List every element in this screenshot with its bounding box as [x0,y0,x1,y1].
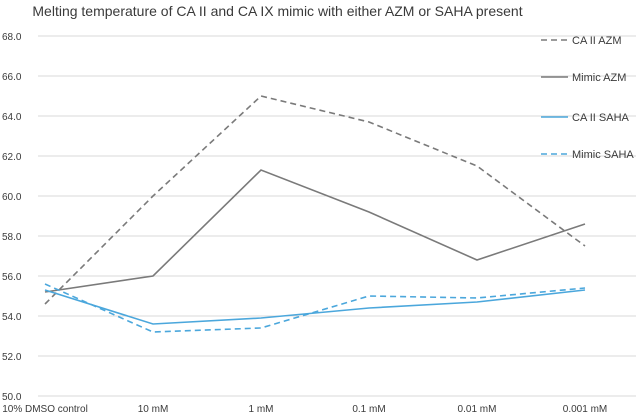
x-tick-label: 1 mM [249,404,274,414]
y-tick-label: 54.0 [2,312,22,323]
y-tick-label: 64.0 [2,112,22,123]
x-tick-label: 0.1 mM [352,404,385,414]
x-tick-label: 0.01 mM [458,404,497,414]
x-tick-label: 10% DMSO control [2,404,88,414]
y-tick-label: 58.0 [2,232,22,243]
series-line-4 [44,283,586,333]
legend-label: Mimic SAHA [572,149,634,161]
legend-label: Mimic AZM [572,72,626,84]
y-tick-label: 66.0 [2,72,22,83]
y-tick-label: 50.0 [2,392,22,403]
y-tick-label: 60.0 [2,192,22,203]
y-tick-label: 56.0 [2,272,22,283]
series-line-1 [44,95,586,305]
series-line-3 [44,289,586,325]
legend-label: CA II SAHA [572,112,630,124]
x-tick-label: 10 mM [138,404,169,414]
y-tick-label: 62.0 [2,152,22,163]
legend-label: CA II AZM [572,35,622,47]
series-line-2 [44,169,586,293]
y-tick-label: 52.0 [2,352,22,363]
x-tick-label: 0.001 mM [563,404,607,414]
chart-title: Melting temperature of CA II and CA IX m… [32,3,523,19]
y-tick-label: 68.0 [2,32,22,43]
